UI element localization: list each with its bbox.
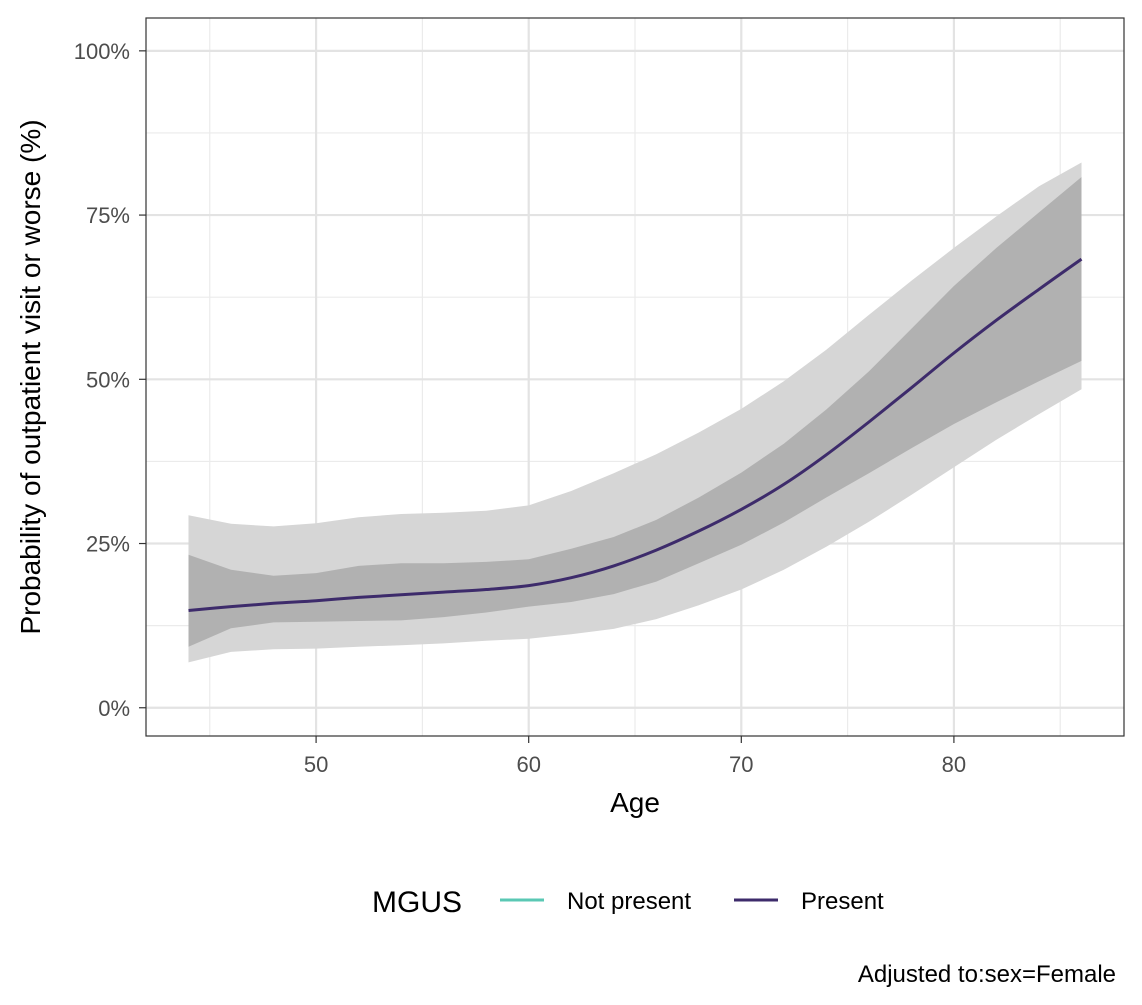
x-tick-label: 70: [729, 752, 753, 777]
y-tick-label: 0%: [98, 696, 130, 721]
x-axis-title: Age: [610, 787, 660, 818]
y-tick-label: 25%: [86, 532, 130, 557]
series-line-present: [188, 257, 1083, 612]
x-tick-label: 80: [942, 752, 966, 777]
y-tick-label: 50%: [86, 367, 130, 392]
confidence-bands: [188, 162, 1082, 663]
legend-title: MGUS: [372, 886, 462, 919]
x-tick-label: 50: [304, 752, 328, 777]
legend: MGUS Not present Present: [372, 886, 884, 919]
confidence-band-outer: [188, 162, 1082, 663]
confidence-band-inner: [188, 177, 1082, 647]
axes: 50 60 70 80 0% 25% 50% 75% 100%: [74, 39, 966, 777]
x-tick-label: 60: [516, 752, 540, 777]
y-tick-label: 75%: [86, 203, 130, 228]
y-tick-label: 100%: [74, 39, 130, 64]
legend-label-not-present: Not present: [567, 888, 691, 915]
legend-label-present: Present: [801, 888, 884, 915]
panel-border: [145, 17, 1125, 737]
caption: Adjusted to:sex=Female: [858, 961, 1116, 988]
series-lines: [188, 257, 1083, 612]
y-axis-title: Probability of outpatient visit or worse…: [15, 119, 46, 634]
